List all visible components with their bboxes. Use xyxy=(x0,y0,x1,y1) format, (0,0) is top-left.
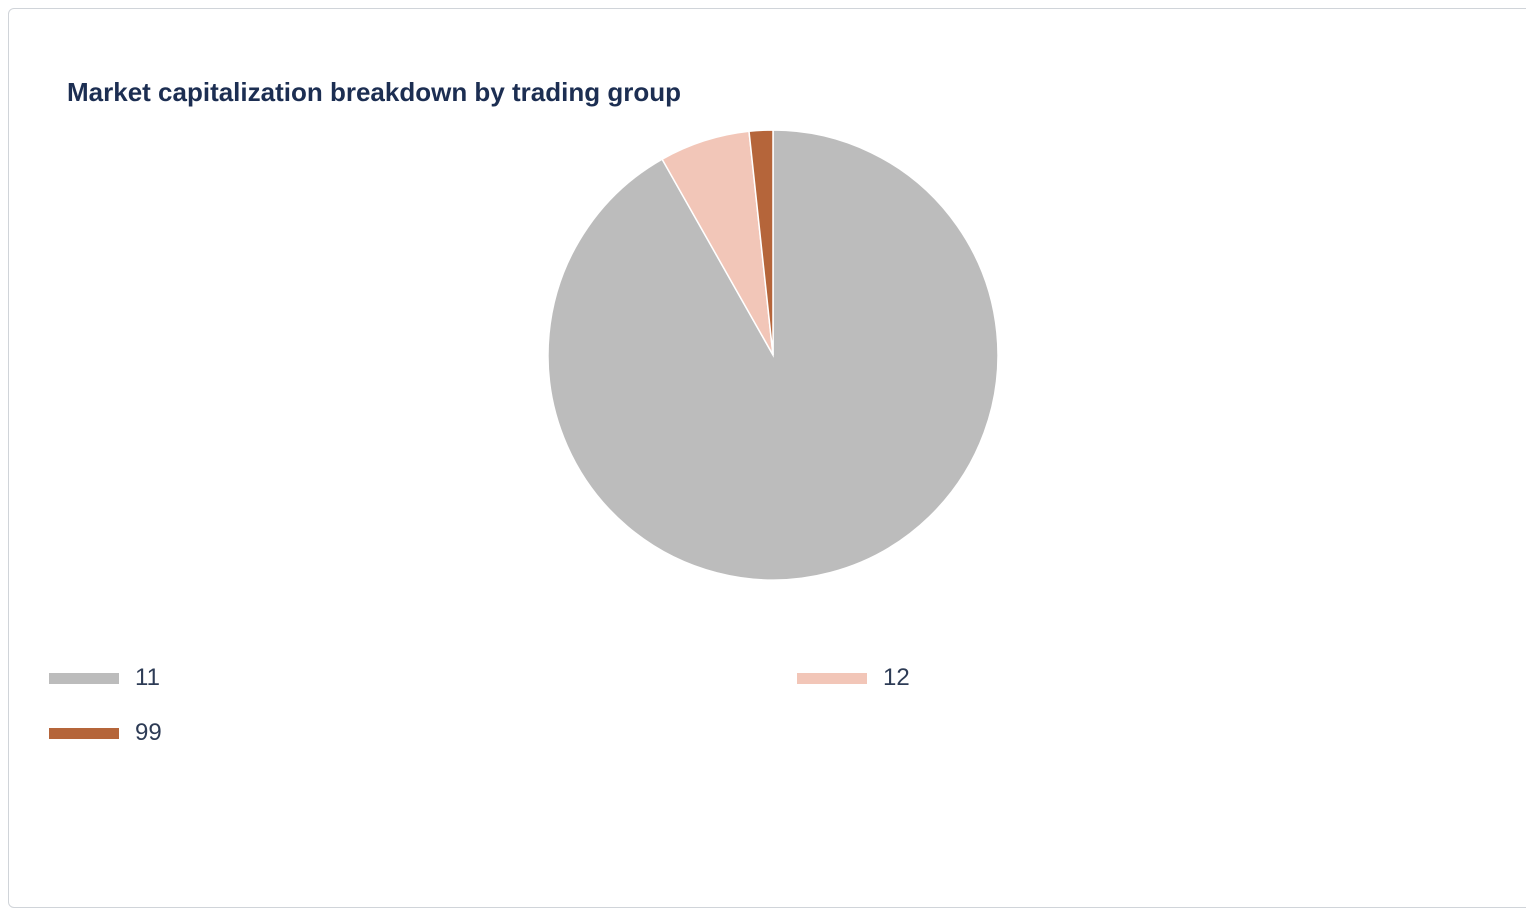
legend-swatch-11 xyxy=(49,672,119,684)
chart-title: Market capitalization breakdown by tradi… xyxy=(67,77,681,107)
chart-card: Market capitalization breakdown by tradi… xyxy=(8,8,1526,908)
legend-item-99[interactable]: 99 xyxy=(49,718,162,748)
legend-label-11: 11 xyxy=(135,664,160,691)
pie-slice-99[interactable] xyxy=(748,129,774,356)
legend-swatch-99 xyxy=(49,727,119,739)
legend-item-11[interactable]: 11 xyxy=(49,663,160,693)
pie-chart xyxy=(547,129,999,581)
legend-label-12: 12 xyxy=(883,664,910,691)
legend-item-12[interactable]: 12 xyxy=(797,663,910,693)
legend-swatch-12 xyxy=(797,672,867,684)
legend-label-99: 99 xyxy=(135,719,162,746)
